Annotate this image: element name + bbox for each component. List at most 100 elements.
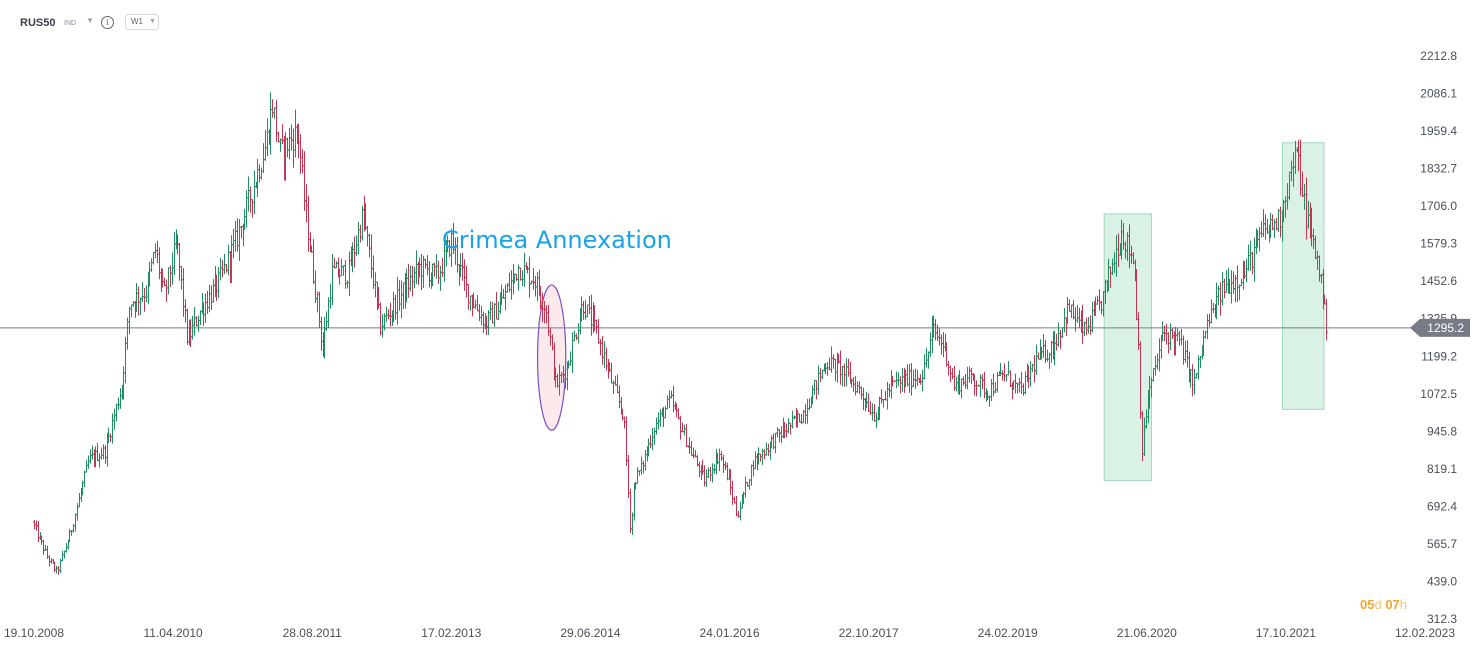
ohlc-bar [517, 264, 520, 291]
highlight-box-2 [1281, 142, 1325, 410]
ohlc-bar [173, 231, 176, 276]
ohlc-bar [65, 543, 68, 553]
ohlc-bar [85, 460, 88, 473]
ohlc-bar [1182, 335, 1185, 365]
ohlc-bar [227, 244, 230, 276]
ohlc-bar [469, 295, 472, 311]
ohlc-bar [1193, 368, 1196, 395]
ohlc-bar [463, 259, 466, 291]
ohlc-bar [996, 371, 999, 393]
ohlc-bar [739, 501, 742, 521]
ohlc-bar [644, 449, 647, 471]
y-tick-label: 565.7 [1427, 537, 1457, 551]
ohlc-bar [692, 447, 695, 459]
ohlc-bar [260, 167, 263, 180]
ohlc-bar [882, 398, 885, 408]
ohlc-bar [672, 385, 675, 413]
ohlc-bar [523, 252, 526, 287]
ohlc-bar [981, 374, 984, 390]
ohlc-bar [722, 454, 725, 473]
ohlc-bar [167, 267, 170, 295]
ohlc-bar [98, 453, 101, 468]
ohlc-bar [1234, 275, 1237, 303]
ohlc-bar [294, 109, 297, 158]
ohlc-bar [821, 369, 824, 380]
ohlc-bar [767, 443, 770, 457]
ohlc-bar [290, 124, 293, 151]
ohlc-bar [994, 381, 997, 394]
crimea-annotation: Crimea Annexation [442, 226, 672, 254]
ohlc-bar [437, 260, 440, 284]
ohlc-bar [886, 381, 889, 410]
symbol-label[interactable]: RUS50 [20, 17, 56, 29]
ohlc-bar [629, 488, 632, 534]
timeframe-select[interactable]: W1 ▼ [125, 14, 159, 30]
ohlc-bar [387, 309, 390, 320]
ohlc-bar [139, 297, 142, 316]
ohlc-bar [400, 280, 403, 319]
ohlc-bar [132, 301, 135, 307]
ohlc-bar [532, 268, 535, 290]
ohlc-bar [1072, 300, 1075, 320]
ohlc-bar [1247, 244, 1250, 271]
ohlc-bar [806, 398, 809, 424]
ohlc-bar [186, 308, 189, 345]
ohlc-bar [908, 364, 911, 393]
ohlc-bar [340, 258, 343, 277]
y-tick-label: 1452.6 [1420, 274, 1457, 288]
ohlc-bar [113, 408, 116, 430]
ohlc-bar [845, 358, 848, 387]
ohlc-bar [100, 447, 103, 460]
ohlc-bar [126, 317, 129, 350]
ohlc-bar [1050, 341, 1053, 363]
ohlc-bar [1199, 355, 1202, 368]
ohlc-bar [37, 520, 40, 543]
ohlc-bar [115, 403, 118, 422]
ohlc-bar [208, 284, 211, 313]
ohlc-bar [240, 225, 243, 239]
ohlc-bar [916, 369, 919, 386]
ohlc-bar [1156, 353, 1159, 370]
ohlc-bar [1264, 214, 1267, 240]
ohlc-bar [519, 267, 522, 281]
ohlc-bar [1277, 208, 1280, 233]
ohlc-bar [955, 376, 958, 392]
chevron-down-icon[interactable]: ▼ [86, 16, 94, 25]
ohlc-bar [940, 334, 943, 355]
ohlc-bar [867, 393, 870, 412]
ohlc-bar [193, 306, 196, 336]
ohlc-bar [1253, 237, 1256, 282]
info-icon[interactable]: i [101, 16, 114, 29]
ohlc-bar [923, 354, 926, 380]
ohlc-bar [506, 283, 509, 293]
chart-toolbar: RUS50 IND ▼ i W1 ▼ [0, 0, 1482, 46]
ohlc-bar [165, 279, 168, 302]
ohlc-bar [91, 445, 94, 460]
ohlc-bar [510, 270, 513, 300]
ohlc-bar [839, 350, 842, 385]
ohlc-bar [763, 448, 766, 460]
ohlc-bar [862, 387, 865, 411]
ohlc-bar [331, 253, 334, 305]
ohlc-bar [301, 148, 304, 174]
ohlc-bar [1061, 327, 1064, 339]
ohlc-bar [424, 258, 427, 269]
y-tick-label: 1832.7 [1420, 162, 1457, 176]
ohlc-bar [1055, 333, 1058, 351]
ohlc-bar [627, 455, 630, 499]
chevron-down-icon: ▼ [149, 18, 156, 25]
ohlc-bar [750, 464, 753, 486]
ohlc-bar [35, 520, 38, 531]
ohlc-bar [407, 263, 410, 298]
ohlc-bar [493, 303, 496, 327]
ohlc-bar [938, 328, 941, 346]
ohlc-bar [61, 550, 64, 562]
x-axis: 19.10.2008 11.04.2010 28.08.2011 17.02.2013… [4, 626, 1455, 640]
ohlc-bar [880, 389, 883, 404]
ohlc-bar [232, 228, 235, 259]
ohlc-bar [968, 366, 971, 383]
x-tick-label: 24.01.2016 [699, 626, 759, 640]
ohlc-bar [610, 362, 613, 384]
ohlc-bar [1230, 270, 1233, 304]
